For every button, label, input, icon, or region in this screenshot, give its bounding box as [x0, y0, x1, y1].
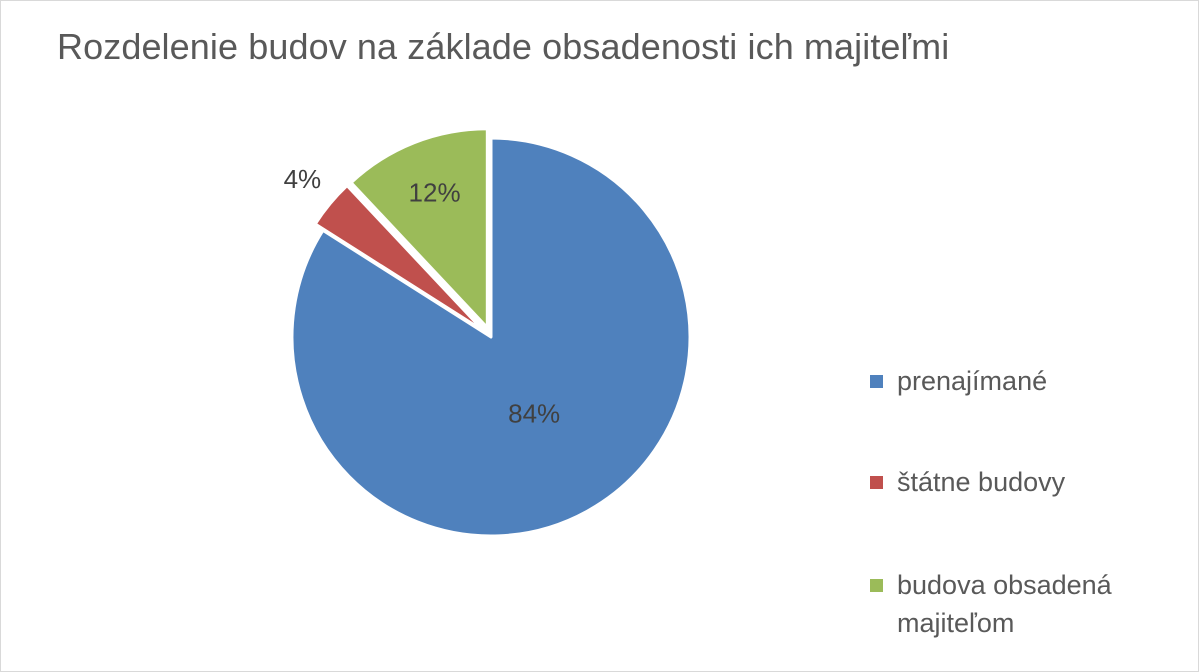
legend-swatch-prenajimane	[870, 375, 883, 388]
legend-swatch-budova-obsadena-majitelom	[870, 579, 883, 592]
legend-item-budova-obsadena-majitelom: budova obsadená majiteľom	[870, 566, 1157, 642]
pie-slice-budova-obsadena-majitelom	[349, 127, 489, 330]
legend-swatch-statne-budovy	[870, 476, 883, 489]
legend-label-statne-budovy: štátne budovy	[897, 467, 1066, 497]
pie-slice-statne-budovy	[313, 184, 485, 333]
legend-item-prenajimane: prenajímané	[870, 362, 1157, 400]
data-label-prenajimane: 84%	[508, 398, 560, 428]
chart-title: Rozdelenie budov na základe obsadenosti …	[57, 26, 950, 67]
pie-slice-prenajimane	[290, 136, 692, 538]
legend-label-prenajimane: prenajímané	[897, 366, 1048, 396]
data-label-statne-budovy: 4%	[284, 164, 322, 194]
legend-label-budova-obsadena-majitelom: budova obsadená majiteľom	[897, 570, 1112, 638]
data-label-budova-obsadena-majitelom: 12%	[409, 177, 461, 207]
legend-item-statne-budovy: štátne budovy	[870, 463, 1157, 501]
